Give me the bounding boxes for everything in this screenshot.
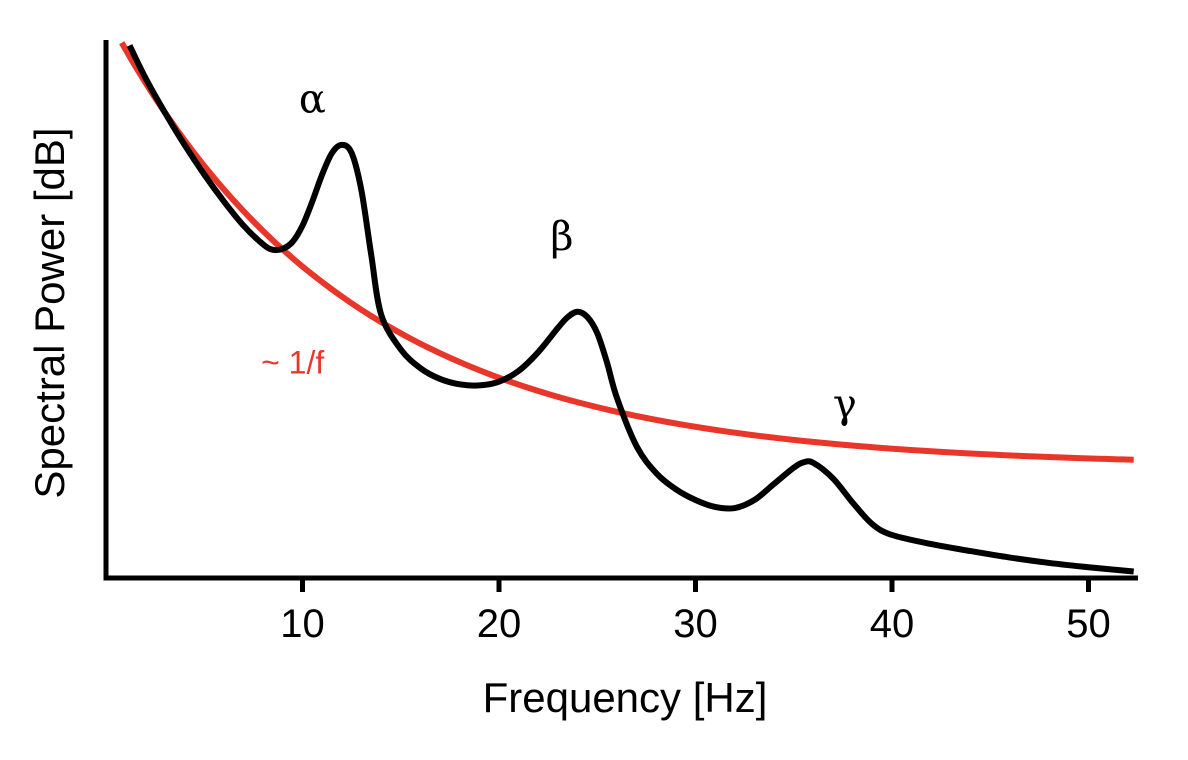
- power-spectrum-line: [126, 44, 1134, 575]
- annotations: α β γ ~ 1/f: [261, 77, 857, 428]
- x-tick-label-20: 20: [477, 602, 522, 646]
- one-over-f-label: ~ 1/f: [261, 345, 324, 381]
- axes: [103, 40, 1138, 581]
- x-tick-label-30: 30: [673, 602, 718, 646]
- x-tick-label-40: 40: [870, 602, 915, 646]
- x-tick-label-50: 50: [1066, 602, 1111, 646]
- x-tick-label-10: 10: [280, 602, 325, 646]
- one-over-f-line: [119, 41, 1134, 463]
- alpha-label: α: [299, 77, 326, 123]
- y-axis-title: Spectral Power [dB]: [26, 127, 73, 498]
- plot-area: [119, 41, 1134, 575]
- x-ticks: 10 20 30 40 50: [280, 578, 1111, 646]
- gamma-label: γ: [833, 382, 857, 428]
- beta-label: β: [550, 214, 573, 260]
- x-axis-title: Frequency [Hz]: [483, 674, 768, 721]
